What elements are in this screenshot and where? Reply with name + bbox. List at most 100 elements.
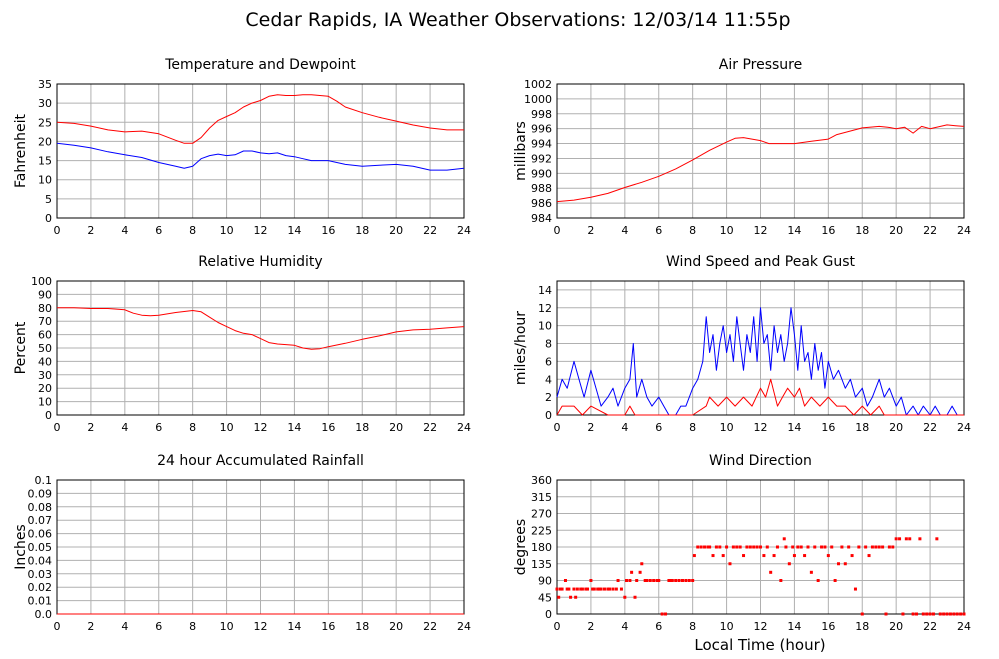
y-tick-label: 0.1 xyxy=(35,474,53,487)
x-tick-label: 24 xyxy=(957,421,971,434)
y-tick-label: 984 xyxy=(531,212,552,225)
data-point xyxy=(769,570,773,574)
y-tick-label: 35 xyxy=(38,78,52,91)
y-axis-title: miles/hour xyxy=(513,311,529,385)
x-tick-label: 14 xyxy=(287,620,301,633)
x-tick-label: 8 xyxy=(689,421,696,434)
data-point xyxy=(565,587,569,591)
x-tick-label: 4 xyxy=(621,421,628,434)
y-axis-title: Fahrenheit xyxy=(13,113,29,188)
data-point xyxy=(803,554,807,558)
data-point xyxy=(830,545,834,549)
data-point xyxy=(850,554,854,558)
x-tick-label: 2 xyxy=(87,620,94,633)
y-tick-label: 4 xyxy=(545,373,552,386)
y-tick-label: 986 xyxy=(531,197,552,210)
data-point xyxy=(645,579,649,582)
data-point xyxy=(881,545,885,549)
data-point xyxy=(692,554,696,558)
data-point xyxy=(792,554,796,558)
x-tick-label: 22 xyxy=(923,421,937,434)
data-point xyxy=(703,545,707,549)
y-tick-label: 360 xyxy=(531,474,552,487)
x-tick-label: 18 xyxy=(855,620,869,633)
data-point xyxy=(635,579,639,582)
data-point xyxy=(563,579,567,582)
data-point xyxy=(633,595,637,599)
data-point xyxy=(619,587,623,591)
data-point xyxy=(669,579,673,582)
data-point xyxy=(696,545,700,549)
data-point xyxy=(762,554,766,558)
data-point xyxy=(938,612,942,616)
x-tick-label: 12 xyxy=(754,224,768,237)
x-tick-label: 16 xyxy=(821,620,835,633)
x-tick-label: 14 xyxy=(787,421,801,434)
x-tick-label: 10 xyxy=(720,224,734,237)
data-point xyxy=(752,545,756,549)
y-tick-label: 1002 xyxy=(524,78,552,91)
data-point xyxy=(721,554,725,558)
x-tick-label: 24 xyxy=(957,620,971,633)
data-point xyxy=(589,579,593,582)
y-tick-label: 0.06 xyxy=(28,528,53,541)
data-point xyxy=(874,545,878,549)
x-tick-label: 6 xyxy=(655,224,662,237)
data-point xyxy=(616,579,620,582)
data-point xyxy=(877,545,881,549)
data-point xyxy=(560,587,564,591)
data-point xyxy=(674,579,678,582)
y-axis-title: degrees xyxy=(513,519,529,575)
data-point xyxy=(867,554,871,558)
data-point xyxy=(555,587,559,591)
data-point xyxy=(599,587,603,591)
y-tick-label: 30 xyxy=(38,369,52,382)
data-point xyxy=(574,595,578,599)
y-tick-label: 14 xyxy=(538,284,552,297)
x-tick-label: 2 xyxy=(587,620,594,633)
plot-frame xyxy=(56,83,465,219)
x-tick-label: 4 xyxy=(621,224,628,237)
y-tick-label: 180 xyxy=(531,541,552,554)
data-point xyxy=(887,545,891,549)
y-tick-label: 50 xyxy=(38,342,52,355)
series-line-1 xyxy=(57,307,465,350)
data-point xyxy=(820,545,824,549)
y-tick-label: 315 xyxy=(531,491,552,504)
y-tick-label: 0 xyxy=(545,608,552,621)
data-point xyxy=(796,545,800,549)
chart-title: Wind Speed and Peak Gust xyxy=(666,254,855,270)
plot-frame xyxy=(556,83,965,219)
y-tick-label: 0.09 xyxy=(28,487,53,500)
x-tick-label: 4 xyxy=(121,620,128,633)
x-tick-label: 12 xyxy=(254,620,268,633)
data-point xyxy=(904,537,908,541)
y-tick-label: 25 xyxy=(38,116,52,129)
data-point xyxy=(823,545,827,549)
x-tick-label: 0 xyxy=(54,421,61,434)
data-point xyxy=(596,587,600,591)
data-point xyxy=(660,612,664,616)
data-point xyxy=(580,587,584,591)
x-tick-label: 6 xyxy=(655,421,662,434)
data-point xyxy=(779,579,783,582)
data-point xyxy=(833,579,837,582)
data-point xyxy=(847,545,851,549)
y-tick-label: 135 xyxy=(531,558,552,571)
y-tick-label: 90 xyxy=(538,575,552,588)
x-tick-label: 0 xyxy=(54,620,61,633)
y-axis-title: Percent xyxy=(13,321,29,374)
chart-title: Temperature and Dewpoint xyxy=(164,57,356,73)
data-point xyxy=(809,570,813,574)
x-tick-label: 0 xyxy=(54,224,61,237)
data-point xyxy=(860,612,864,616)
data-point xyxy=(791,545,795,549)
data-point xyxy=(725,545,729,549)
x-tick-label: 4 xyxy=(121,224,128,237)
data-point xyxy=(680,579,684,582)
data-point xyxy=(655,579,659,582)
x-tick-label: 16 xyxy=(321,620,335,633)
x-tick-label: 16 xyxy=(821,421,835,434)
